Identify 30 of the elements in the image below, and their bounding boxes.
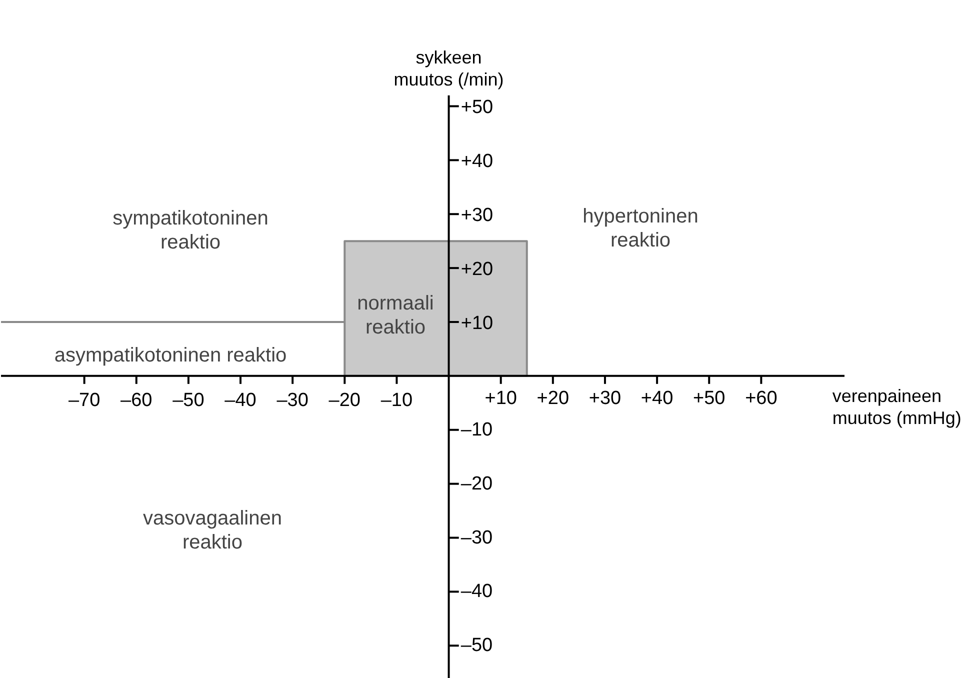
x-tick-label: +40 (640, 388, 674, 409)
x-tick-label: –10 (380, 390, 413, 411)
x-tick-label: +50 (693, 388, 726, 409)
x-tick-label: –40 (224, 390, 256, 411)
y-tick-label: –10 (460, 419, 493, 440)
y-tick-label: –30 (460, 527, 493, 548)
y-tick-label: +50 (460, 97, 494, 118)
y-tick-label: +20 (460, 259, 494, 280)
x-tick-label: +60 (745, 388, 778, 409)
x-tick-label: +20 (536, 388, 570, 409)
x-tick-label: –20 (328, 390, 360, 411)
y-tick-label: +10 (460, 312, 494, 334)
annotation: sympatikotoninen reaktio (112, 207, 268, 254)
y-tick-label: –40 (460, 581, 493, 602)
x-axis-title: verenpaineen muutos (mmHg) (832, 386, 962, 428)
x-tick-label: –70 (68, 390, 100, 411)
x-tick-label: +30 (588, 388, 622, 409)
y-tick-label: –20 (460, 473, 493, 494)
x-tick-label: –50 (172, 390, 204, 411)
y-tick-label: +30 (460, 205, 494, 226)
annotation: vasovagaalinen reaktio (143, 507, 282, 554)
annotation: hypertoninen reaktio (582, 205, 698, 252)
y-tick-label: +40 (460, 151, 494, 172)
y-tick-label: –50 (460, 635, 493, 656)
annotation: normaali reaktio (357, 292, 434, 339)
x-tick-label: –60 (120, 390, 152, 411)
x-tick-label: +10 (484, 388, 517, 409)
y-axis-title: sykkeen muutos (/min) (394, 47, 504, 90)
annotation: asympatikotoninen reaktio (54, 344, 287, 366)
x-tick-label: –30 (276, 390, 308, 411)
